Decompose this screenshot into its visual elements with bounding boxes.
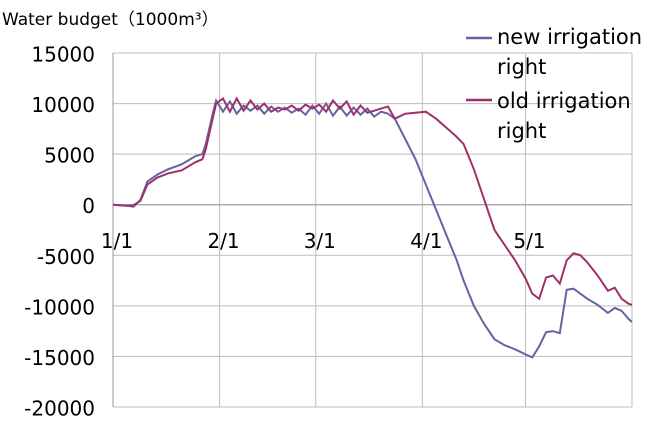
legend-label: new irrigation right [497,25,643,79]
y-tick-label: -5000 [37,245,95,269]
y-tick-label: -15000 [24,346,95,370]
legend-label: old irrigation right [497,89,631,143]
x-tick-label: 5/1 [513,229,545,253]
x-tick-label: 3/1 [304,229,336,253]
y-tick-label: 15000 [31,43,95,67]
x-tick-label: 1/1 [101,229,133,253]
x-tick-label: 2/1 [207,229,239,253]
y-tick-label: -10000 [24,295,95,319]
y-tick-label: 0 [82,194,95,218]
y-tick-label: 5000 [44,144,95,168]
chart-title: Water budget（1000m³） [2,10,219,30]
y-tick-label: -20000 [24,397,95,421]
series-line [112,97,633,359]
x-tick-label: 4/1 [410,229,442,253]
series-line [112,96,633,306]
y-tick-label: 10000 [31,93,95,117]
